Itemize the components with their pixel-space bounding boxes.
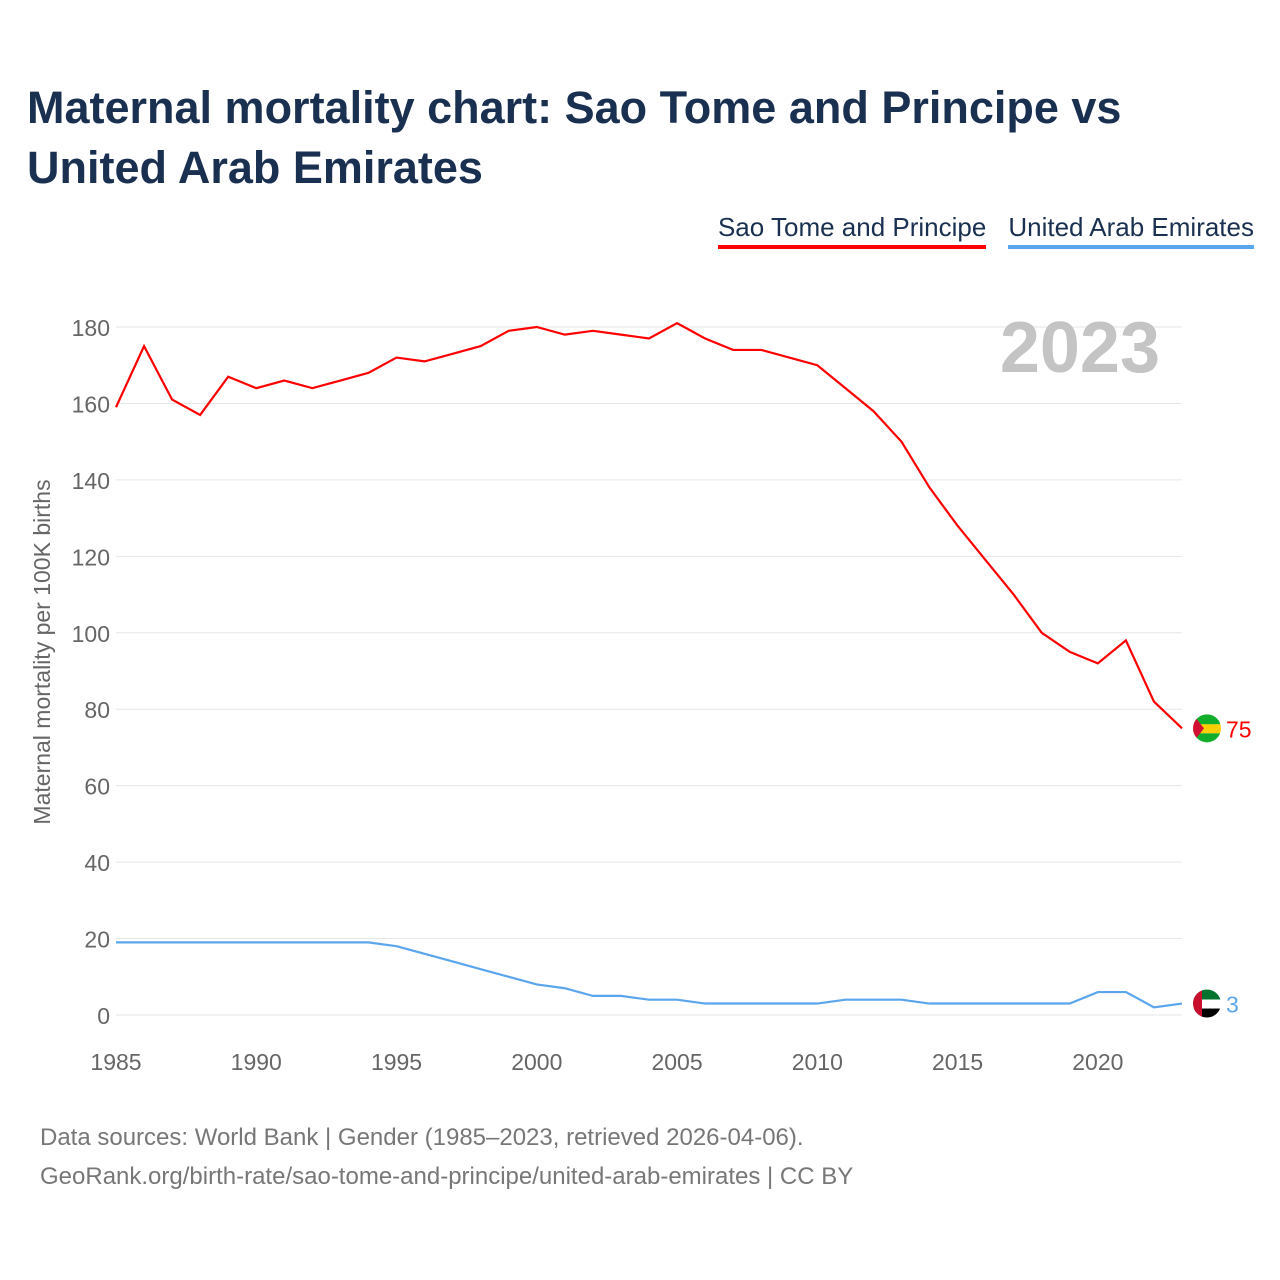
x-tick-label: 1990 [231, 1049, 282, 1075]
legend-item-uae[interactable]: United Arab Emirates [1008, 212, 1254, 249]
y-tick-label: 0 [97, 1003, 110, 1029]
y-tick-label: 80 [84, 697, 110, 723]
source-url[interactable]: GeoRank.org/birth-rate/sao-tome-and-prin… [40, 1163, 854, 1190]
sao-tome-flag-icon [1193, 714, 1221, 743]
x-tick-label: 2010 [792, 1049, 843, 1075]
uae-flag-icon [1193, 989, 1221, 1018]
year-watermark: 2023 [1000, 308, 1160, 388]
legend-item-sao-tome[interactable]: Sao Tome and Principe [717, 212, 987, 249]
x-tick-label: 2005 [651, 1049, 702, 1075]
chart-title: Maternal mortality chart: Sao Tome and P… [27, 82, 1122, 193]
y-tick-label: 60 [84, 774, 110, 800]
y-tick-label: 100 [72, 621, 110, 647]
y-tick-label: 20 [84, 927, 110, 953]
y-tick-label: 140 [72, 468, 110, 494]
x-tick-label: 2000 [511, 1049, 562, 1075]
x-tick-label: 2020 [1072, 1049, 1123, 1075]
series-line-0 [115, 321, 1183, 730]
y-tick-label: 120 [72, 544, 110, 570]
y-axis-label: Maternal mortality per 100K births [29, 479, 55, 824]
y-tick-label: 180 [72, 315, 110, 341]
end-value-label-0: 75 [1226, 716, 1252, 742]
end-value-label-1: 3 [1226, 992, 1239, 1018]
y-tick-label: 160 [72, 391, 110, 417]
legend: Sao Tome and Principe United Arab Emirat… [717, 212, 1254, 249]
x-tick-label: 1995 [371, 1049, 422, 1075]
series-line-1 [116, 941, 1183, 1009]
x-tick-label: 2015 [932, 1049, 983, 1075]
data-source-note: Data sources: World Bank | Gender (1985–… [40, 1124, 804, 1151]
y-tick-label: 40 [84, 850, 110, 876]
x-tick-label: 1985 [90, 1049, 141, 1075]
footer: Data sources: World Bank | Gender (1985–… [40, 1118, 853, 1196]
